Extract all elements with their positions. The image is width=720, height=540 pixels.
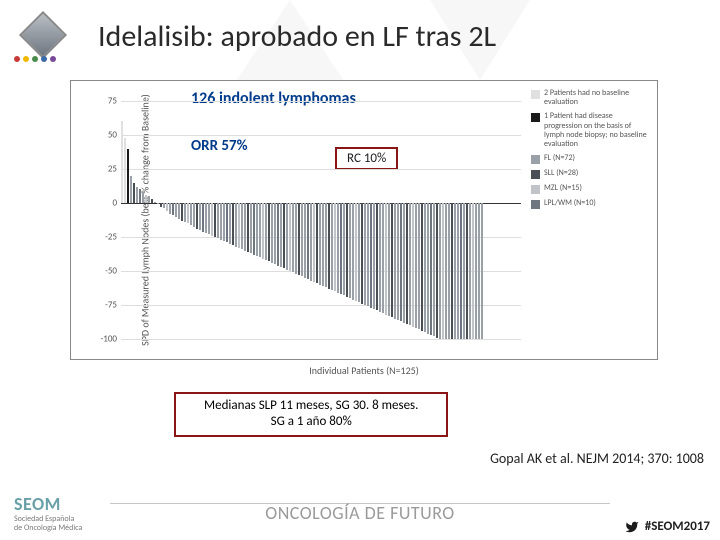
- median-line2: SG a 1 año 80%: [204, 414, 418, 430]
- hashtag: #SEOM2017: [623, 519, 710, 534]
- seom-acronym: SEOM: [14, 493, 82, 515]
- seom-text-logo: SEOM Sociedad Española de Oncología Médi…: [14, 493, 82, 532]
- slide-title: Idelalisib: aprobado en LF tras 2L: [98, 18, 496, 55]
- median-line1: Medianas SLP 11 meses, SG 30. 8 meses.: [204, 398, 418, 414]
- footer: SEOM Sociedad Española de Oncología Médi…: [0, 484, 720, 540]
- twitter-icon: [623, 520, 641, 534]
- x-axis-label: Individual Patients (N=125): [71, 364, 657, 377]
- legend: 2 Patients had no baseline evaluation1 P…: [531, 89, 651, 214]
- seom-cube-logo: [12, 8, 82, 64]
- median-summary: Medianas SLP 11 meses, SG 30. 8 meses. S…: [174, 392, 448, 437]
- hashtag-text: #SEOM2017: [645, 519, 710, 534]
- plot-area: -100-75-50-250255075: [121, 101, 521, 339]
- footer-center-text: ONCOLOGÍA DE FUTURO: [265, 502, 454, 524]
- waterfall-chart: SPD of Measured Lymph Nodes (best % chan…: [70, 80, 658, 360]
- citation: Gopal AK et al. NEJM 2014; 370: 1008: [490, 450, 704, 467]
- seom-subtitle2: de Oncología Médica: [14, 524, 82, 532]
